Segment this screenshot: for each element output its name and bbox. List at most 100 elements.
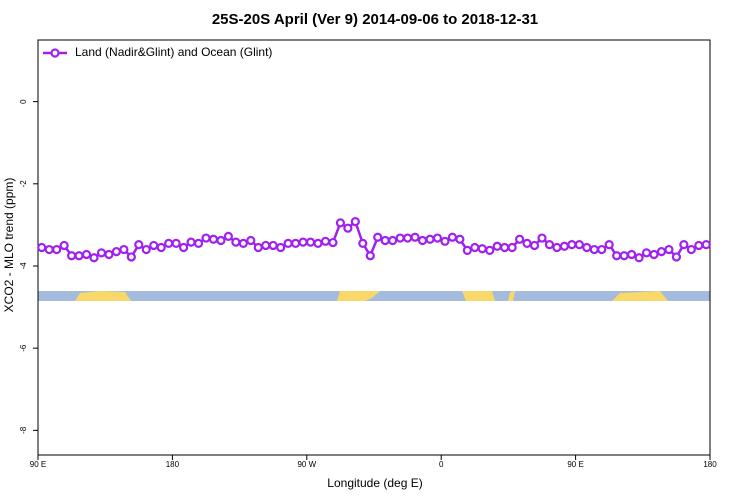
data-point (597, 244, 607, 255)
data-point (261, 240, 271, 251)
x-tick-label: 90 E (30, 460, 46, 469)
data-point (604, 240, 614, 250)
data-point (320, 236, 331, 246)
data-point (492, 241, 502, 251)
x-tick-label: 0 (439, 460, 444, 469)
data-point (350, 217, 360, 227)
data-point (626, 249, 637, 260)
data-point (59, 240, 69, 251)
x-axis-label: Longitude (deg E) (327, 476, 422, 490)
data-point (507, 242, 517, 253)
data-point (111, 247, 122, 257)
data-point (179, 242, 189, 253)
data-point (216, 235, 226, 246)
x-tick-label: 90 E (567, 460, 583, 469)
data-point (701, 240, 711, 250)
data-point (537, 233, 547, 243)
data-point (37, 242, 47, 253)
data-point (529, 240, 540, 251)
data-point (231, 237, 241, 247)
data-point (365, 251, 375, 261)
legend-marker (50, 48, 60, 58)
data-point (283, 238, 293, 248)
data-point (589, 244, 599, 255)
x-tick-label: 180 (166, 460, 180, 469)
y-tick-label: 0 (19, 99, 28, 104)
data-point (522, 238, 532, 248)
data-point (686, 244, 696, 255)
x-tick-label: 180 (703, 460, 717, 469)
data-point (656, 247, 667, 257)
data-point (74, 251, 84, 261)
y-axis-label: XCO2 - MLO trend (ppm) (2, 178, 16, 313)
data-point (126, 252, 136, 262)
data-point (373, 232, 383, 242)
data-point (104, 249, 114, 260)
data-point (380, 235, 390, 246)
y-tick-label: -4 (19, 262, 28, 270)
y-tick-label: -2 (19, 180, 28, 188)
legend-label: Land (Nadir&Glint) and Ocean (Glint) (75, 45, 272, 59)
data-point (671, 252, 682, 262)
data-point (305, 237, 316, 247)
data-point (552, 242, 562, 253)
data-point (462, 245, 472, 255)
data-point (641, 248, 652, 258)
data-point (291, 238, 301, 248)
data-point (268, 240, 278, 251)
data-point (313, 238, 323, 248)
y-tick-label: -6 (19, 344, 28, 352)
data-point (619, 251, 629, 261)
data-point (425, 234, 435, 244)
data-point (485, 245, 495, 255)
data-point (171, 238, 181, 248)
y-tick-label: -8 (19, 426, 28, 434)
data-point (253, 242, 263, 253)
data-point (679, 240, 689, 250)
chart-title: 25S-20S April (Ver 9) 2014-09-06 to 2018… (212, 11, 538, 28)
data-point (500, 242, 510, 253)
data-point (388, 235, 398, 246)
data-point (119, 244, 129, 255)
data-point (193, 238, 204, 248)
data-point (664, 244, 674, 255)
data-point (649, 249, 659, 260)
data-point (343, 223, 353, 233)
data-point (164, 238, 174, 248)
data-point (96, 248, 107, 258)
data-point (44, 244, 54, 255)
data-point (66, 251, 77, 261)
data-point (634, 253, 644, 263)
data-point (208, 234, 219, 244)
data-point (156, 242, 166, 253)
data-point (470, 242, 480, 253)
data-point (134, 240, 144, 250)
data-point (477, 244, 487, 254)
data-point (447, 232, 457, 242)
data-point (276, 242, 286, 253)
data-point (89, 253, 99, 263)
data-point (238, 238, 248, 248)
data-point (223, 231, 233, 242)
data-point (417, 235, 428, 246)
data-point (559, 241, 570, 251)
data-point (298, 237, 308, 247)
data-point (395, 233, 405, 243)
data-point (694, 240, 704, 251)
land-ocean-strip (38, 291, 710, 301)
data-point (335, 218, 345, 228)
data-point (201, 233, 211, 243)
data-point (612, 251, 622, 261)
data-point (141, 244, 151, 255)
data-point (186, 237, 196, 247)
data-point (81, 249, 92, 260)
data-point (52, 244, 62, 255)
data-point (403, 233, 413, 243)
data-point (582, 242, 592, 253)
x-tick-label: 90 W (297, 460, 316, 469)
data-point (410, 232, 420, 242)
data-point (432, 233, 443, 243)
data-point (514, 234, 525, 244)
data-point (544, 240, 555, 250)
